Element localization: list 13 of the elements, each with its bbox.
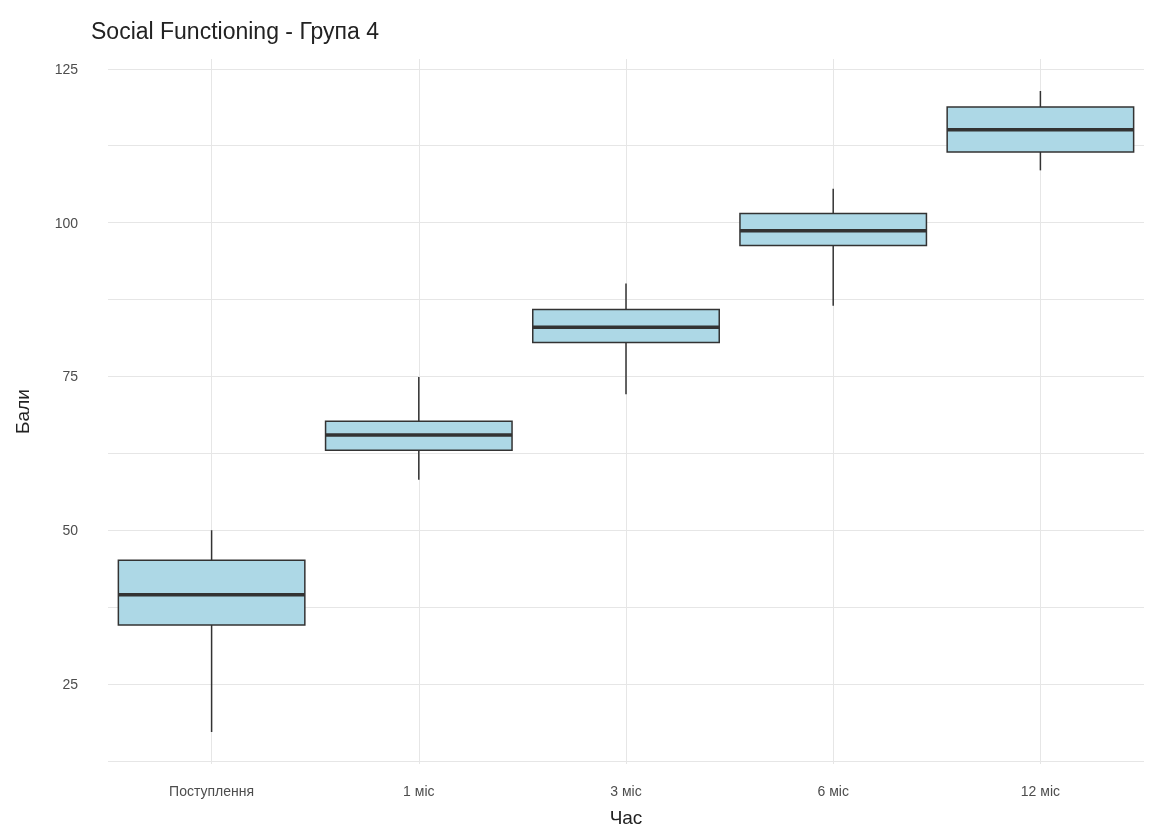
x-tick-label: Поступлення [169, 783, 255, 799]
y-tick-label: 125 [54, 60, 79, 77]
y-tick-label: 100 [54, 214, 79, 231]
x-axis-title: Час [609, 807, 643, 828]
x-tick-label: 12 міс [1020, 783, 1060, 799]
y-tick-label: 25 [62, 676, 79, 693]
y-axis-title: Бали [12, 389, 33, 434]
x-tick-label: 1 міс [403, 783, 435, 799]
x-tick-label: 3 міс [610, 783, 642, 799]
y-tick-label: 75 [62, 368, 79, 385]
y-tick-label: 50 [62, 522, 79, 539]
x-tick-label: 6 міс [817, 783, 849, 799]
chart-title: Social Functioning - Група 4 [91, 17, 380, 44]
